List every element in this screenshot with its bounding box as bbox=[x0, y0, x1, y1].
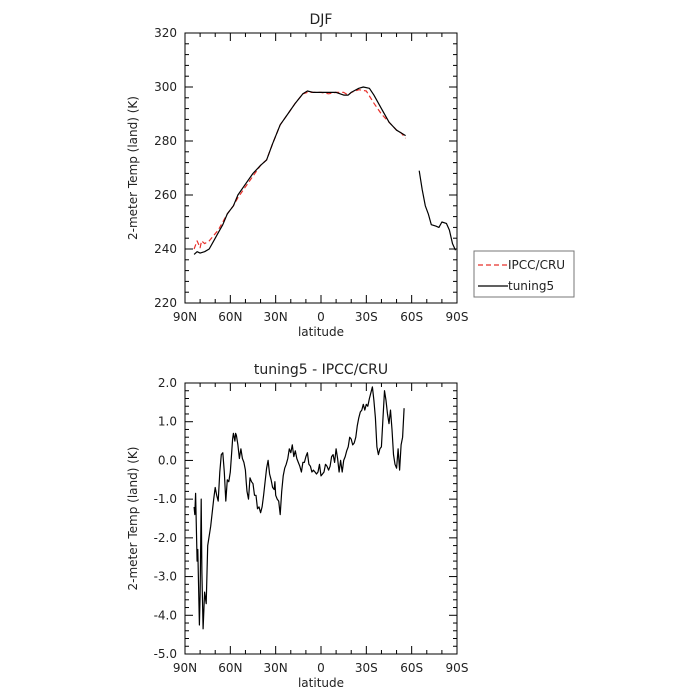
x-axis-label: latitude bbox=[298, 676, 344, 690]
x-tick-label: 90S bbox=[446, 661, 469, 675]
x-tick-label: 60N bbox=[218, 661, 242, 675]
x-axis-label: latitude bbox=[298, 325, 344, 339]
x-tick-label: 30N bbox=[264, 661, 288, 675]
y-tick-label: 320 bbox=[154, 26, 177, 40]
x-tick-label: 90N bbox=[173, 310, 197, 324]
x-tick-label: 30N bbox=[264, 310, 288, 324]
series-line-tuning5-1 bbox=[193, 386, 405, 630]
y-tick-label: -3.0 bbox=[154, 570, 177, 584]
y-axis-label: 2-meter Temp (land) (K) bbox=[126, 96, 140, 240]
y-tick-label: -4.0 bbox=[154, 608, 177, 622]
x-tick-label: 60S bbox=[400, 661, 423, 675]
plot-frame bbox=[184, 32, 458, 304]
chart-panel-1: DJF 90N 60N 30N 0 30S 60S 90S 220 240 260 280 300 320… bbox=[126, 12, 575, 339]
legend: IPCC/CRU tuning5 bbox=[473, 250, 575, 298]
y-axis-label: 2-meter Temp (land) (K) bbox=[126, 447, 140, 591]
legend-label: IPCC/CRU bbox=[508, 258, 565, 272]
y-tick-label: 300 bbox=[154, 80, 177, 94]
series-line-tuning5-1 bbox=[193, 86, 406, 255]
y-tick-label: -2.0 bbox=[154, 531, 177, 545]
x-tick-label: 60S bbox=[400, 310, 423, 324]
y-tick-label: 280 bbox=[154, 134, 177, 148]
y-tick-label: -5.0 bbox=[154, 647, 177, 661]
y-tick-label: -1.0 bbox=[154, 492, 177, 506]
series-line-ipcc-cru-1 bbox=[193, 89, 407, 250]
legend-label: tuning5 bbox=[508, 279, 554, 293]
x-tick-label: 90S bbox=[446, 310, 469, 324]
y-tick-label: 0.0 bbox=[158, 453, 177, 467]
series-line-tuning5-2 bbox=[418, 170, 457, 251]
x-tick-label: 30S bbox=[355, 661, 378, 675]
x-tick-label: 60N bbox=[218, 310, 242, 324]
chart-panel-2: tuning5 - IPCC/CRU 90N 60N 30N 0 30S 60S 90S -5.… bbox=[126, 362, 468, 690]
y-tick-label: 260 bbox=[154, 188, 177, 202]
y-tick-label: 2.0 bbox=[158, 376, 177, 390]
x-tick-label: 0 bbox=[317, 661, 325, 675]
chart-title: tuning5 - IPCC/CRU bbox=[254, 362, 388, 378]
legend-box bbox=[473, 250, 575, 298]
y-tick-label: 220 bbox=[154, 296, 177, 310]
x-tick-label: 0 bbox=[317, 310, 325, 324]
chart-title: DJF bbox=[310, 12, 333, 28]
x-tick-label: 30S bbox=[355, 310, 378, 324]
y-tick-label: 240 bbox=[154, 242, 177, 256]
plot-frame bbox=[184, 382, 458, 655]
y-tick-label: 1.0 bbox=[158, 415, 177, 429]
x-tick-label: 90N bbox=[173, 661, 197, 675]
